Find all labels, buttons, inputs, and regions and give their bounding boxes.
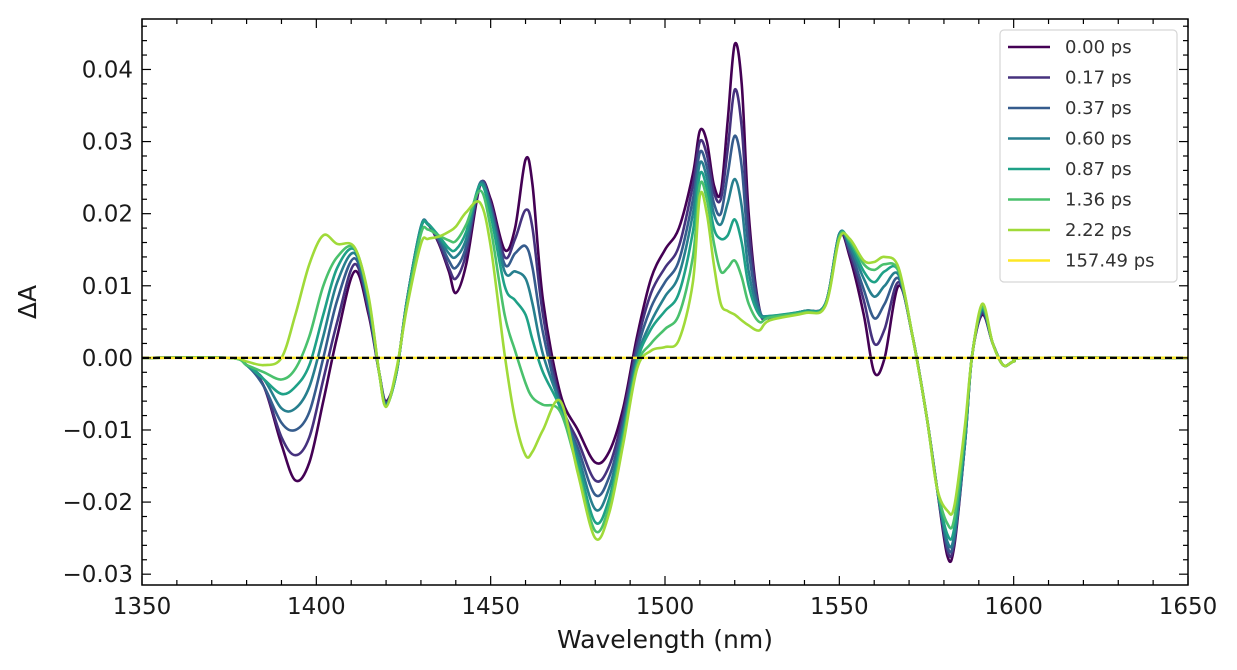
legend-box — [999, 29, 1178, 283]
y-tick-label: 0.02 — [82, 202, 133, 228]
x-tick-label: 1550 — [810, 594, 869, 620]
y-tick-label: 0.00 — [82, 346, 133, 372]
legend: 0.00 ps 0.17 ps 0.37 ps 0.60 ps 0.87 ps 1.36 … — [999, 29, 1178, 283]
y-tick-label: 0.03 — [82, 130, 133, 156]
series-layer — [142, 41, 1188, 564]
legend-label-4: 0.87 ps — [1065, 159, 1132, 180]
y-tick-label: −0.03 — [63, 562, 133, 588]
y-tick-label: 0.01 — [82, 274, 133, 300]
legend-label-6: 2.22 ps — [1065, 220, 1132, 241]
x-tick-label: 1400 — [287, 594, 346, 620]
x-axis-label: Wavelength (nm) — [557, 625, 773, 654]
y-axis-label: ΔA — [13, 285, 42, 319]
legend-label-3: 0.60 ps — [1065, 129, 1132, 150]
legend-label-0: 0.00 ps — [1065, 37, 1132, 58]
legend-label-7: 157.49 ps — [1065, 251, 1155, 272]
y-tick-label: −0.01 — [63, 418, 133, 444]
x-tick-label: 1350 — [113, 594, 172, 620]
y-tick-label: 0.04 — [82, 57, 133, 83]
x-tick-label: 1450 — [461, 594, 520, 620]
x-tick-label: 1650 — [1159, 594, 1218, 620]
x-tick-label: 1600 — [984, 594, 1043, 620]
legend-label-5: 1.36 ps — [1065, 190, 1132, 211]
legend-label-2: 0.37 ps — [1065, 98, 1132, 119]
axis-tick-labels: 1350 1400 1450 1500 1550 1600 1650 −0.03 −0.02 −0… — [63, 57, 1218, 620]
series-line-6 — [142, 190, 1188, 541]
x-tick-label: 1500 — [636, 594, 695, 620]
y-tick-label: −0.02 — [63, 490, 133, 516]
legend-label-1: 0.17 ps — [1065, 68, 1132, 89]
axis-ticks — [141, 19, 1189, 585]
